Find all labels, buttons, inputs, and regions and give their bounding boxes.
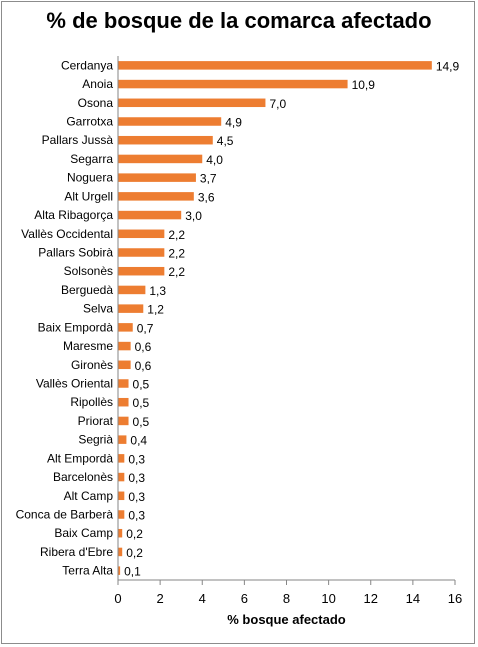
x-tick-label: 0 (114, 591, 121, 606)
bars-group: Cerdanya 14,9 Anoia 10,9 Osona 7,0 Garrotxa 4,9… (16, 58, 460, 578)
data-label: 2,2 (168, 228, 185, 242)
data-label: 0,3 (128, 509, 145, 523)
category-label: Vallès Oriental (36, 377, 113, 391)
bar (118, 472, 125, 482)
category-label: Maresme (63, 339, 113, 353)
bar (118, 192, 194, 201)
bar (118, 547, 123, 557)
category-label: Segrià (78, 433, 113, 447)
category-label: Segarra (70, 152, 113, 166)
bar (118, 397, 129, 407)
bar (118, 341, 131, 351)
bar (118, 323, 133, 332)
data-label: 10,9 (352, 78, 376, 92)
bar (118, 154, 203, 164)
data-label: 7,0 (269, 97, 286, 111)
x-tick-label: 6 (241, 591, 248, 606)
data-label: 4,0 (206, 153, 223, 167)
axes-group: 0 2 4 6 8 10 12 14 16 (114, 56, 462, 606)
category-label: Ripollès (70, 395, 113, 409)
chart-title: % de bosque de la comarca afectado (46, 8, 432, 33)
bar (118, 98, 266, 108)
bar (118, 210, 182, 220)
x-tick-label: 16 (448, 591, 462, 606)
data-label: 0,6 (135, 359, 152, 373)
data-label: 0,5 (133, 415, 150, 429)
x-tick-label: 12 (364, 591, 378, 606)
bar (118, 229, 165, 239)
category-label: Vallès Occidental (21, 227, 113, 241)
category-label: Alt Camp (64, 489, 114, 503)
data-label: 0,2 (126, 527, 143, 541)
bar (118, 135, 213, 145)
bar (118, 304, 144, 313)
category-label: Solsonès (64, 264, 113, 278)
category-label: Alt Urgell (64, 189, 113, 203)
x-tick-label: 14 (406, 591, 420, 606)
bar (118, 248, 165, 257)
data-label: 0,1 (124, 565, 141, 579)
data-label: 3,7 (200, 172, 217, 186)
category-label: Ribera d'Ebre (40, 545, 113, 559)
data-label: 0,5 (133, 396, 150, 410)
category-label: Alt Empordà (47, 451, 113, 465)
category-label: Pallars Sobirà (38, 246, 113, 260)
data-label: 0,3 (128, 452, 145, 466)
x-axis-label: % bosque afectado (227, 612, 346, 627)
data-label: 4,9 (225, 116, 242, 130)
category-label: Noguera (67, 171, 113, 185)
bar (118, 266, 165, 276)
bar (118, 491, 125, 501)
category-label: Cerdanya (61, 58, 113, 72)
category-label: Osona (78, 96, 114, 110)
bar (118, 285, 146, 295)
bar (118, 416, 129, 426)
data-label: 2,2 (168, 265, 185, 279)
bar (118, 117, 222, 126)
category-label: Anoia (82, 77, 113, 91)
x-tick-label: 4 (199, 591, 206, 606)
data-label: 4,5 (217, 134, 234, 148)
bar (118, 79, 348, 89)
category-label: Baix Empordà (38, 320, 114, 334)
x-tick-label: 2 (157, 591, 164, 606)
bar (118, 528, 123, 538)
bar (118, 566, 121, 575)
data-label: 0,5 (133, 378, 150, 392)
data-label: 3,0 (185, 209, 202, 223)
data-label: 1,2 (147, 303, 164, 317)
bar (118, 173, 196, 182)
data-label: 1,3 (149, 284, 166, 298)
data-label: 2,2 (168, 247, 185, 261)
category-label: Alta Ribagorça (34, 208, 113, 222)
category-label: Selva (83, 302, 113, 316)
data-label: 14,9 (436, 59, 460, 73)
bar (118, 435, 127, 444)
data-label: 0,3 (128, 490, 145, 504)
category-label: Terra Alta (62, 564, 113, 578)
data-label: 0,4 (130, 434, 147, 448)
data-label: 3,6 (198, 190, 215, 204)
category-label: Pallars Jussà (42, 133, 114, 147)
category-label: Conca de Barberà (16, 508, 114, 522)
x-tick-label: 8 (283, 591, 290, 606)
category-label: Gironès (71, 358, 113, 372)
bar (118, 510, 125, 519)
bar (118, 454, 125, 463)
category-label: Garrotxa (66, 115, 113, 129)
category-label: Barcelonès (53, 470, 113, 484)
data-label: 0,7 (137, 321, 154, 335)
category-label: Baix Camp (54, 526, 113, 540)
x-tick-label: 10 (321, 591, 335, 606)
data-label: 0,2 (126, 546, 143, 560)
data-label: 0,6 (135, 340, 152, 354)
category-label: Priorat (78, 414, 114, 428)
category-label: Berguedà (61, 283, 113, 297)
bar (118, 360, 131, 370)
data-label: 0,3 (128, 471, 145, 485)
bar (118, 61, 432, 70)
bar (118, 379, 129, 388)
